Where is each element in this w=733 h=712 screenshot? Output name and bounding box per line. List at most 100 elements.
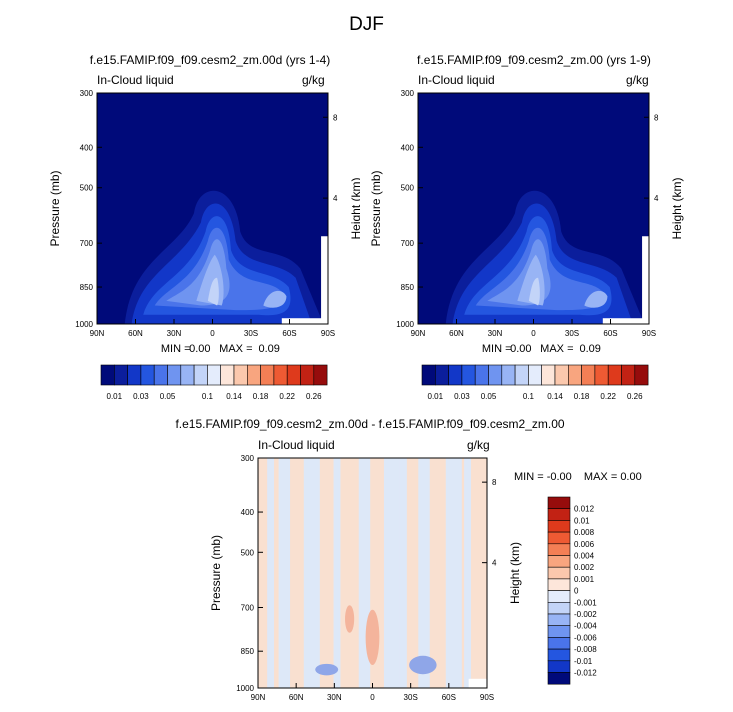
- contour-field: [418, 93, 649, 324]
- stripe-negative: [278, 458, 291, 688]
- colorbar-swatch: [547, 625, 571, 638]
- colorbar-label: 0.001: [574, 575, 595, 584]
- plot-area: 300 400 500 700 850 1000 8 4 90N 60N 30N 0 30S 60S 90S…: [369, 89, 684, 355]
- colorbar-swatch: [528, 364, 543, 386]
- colorbar-top-left: 0.01 0.03 0.05 0.1 0.14 0.18 0.22 0.26: [100, 364, 328, 401]
- colorbar-swatch: [260, 364, 275, 386]
- colorbar-label: 0.14: [547, 392, 563, 401]
- panel-3-max-value: 0.00: [620, 471, 642, 483]
- plot-area: 300 400 500 700 850 1000 8 4 90N 60N 30N 0 30S 60S 90S…: [48, 89, 360, 355]
- colorbar-swatch: [488, 364, 503, 386]
- ytick-label: 300: [401, 89, 415, 98]
- stats-max-label: MAX =: [219, 343, 252, 355]
- colorbar-swatch: [193, 364, 208, 386]
- xtick-label: 30N: [488, 329, 503, 338]
- colorbar-label: 0: [574, 587, 579, 596]
- xtick-label: 30S: [244, 329, 258, 338]
- colorbar-swatch: [180, 364, 195, 386]
- anomaly-positive: [345, 605, 355, 633]
- colorbar-swatch: [547, 520, 571, 533]
- y2label: Height (km): [508, 542, 522, 604]
- missing-region: [602, 318, 649, 324]
- ytick-label: 400: [80, 143, 94, 152]
- colorbar-label: 0.03: [454, 392, 470, 401]
- stats-max-value: 0.09: [580, 343, 601, 355]
- colorbar-label: 0.18: [574, 392, 590, 401]
- ytick-label: 700: [80, 239, 94, 248]
- colorbar-swatch: [547, 566, 571, 580]
- panel-3-min-label: MIN =: [514, 471, 544, 483]
- ytick-label: 850: [241, 647, 255, 656]
- stripe-negative: [445, 458, 462, 688]
- y2tick-label: 8: [333, 113, 338, 122]
- colorbar-swatch: [273, 364, 288, 386]
- colorbar-swatch: [286, 364, 301, 386]
- colorbar-label: 0.002: [574, 563, 595, 572]
- colorbar-swatch: [100, 364, 115, 386]
- colorbar-swatch: [220, 364, 235, 386]
- xtick-label: 90S: [321, 329, 335, 338]
- contour-field: [258, 458, 487, 688]
- missing-region: [642, 236, 649, 324]
- colorbar-swatch: [554, 364, 569, 386]
- colorbar-swatch: [547, 660, 571, 673]
- colorbar-label: 0.006: [574, 540, 595, 549]
- contour-level-6: [528, 277, 540, 306]
- y2tick-label: 8: [492, 478, 497, 487]
- colorbar-swatch: [621, 364, 636, 386]
- colorbar-swatch: [547, 602, 571, 615]
- contour-level-7: [263, 290, 287, 308]
- xtick-label: 90S: [480, 693, 494, 702]
- stats-min-label: MIN =: [161, 343, 191, 355]
- stats-max-value: 0.09: [259, 343, 280, 355]
- colorbar-swatch: [547, 637, 571, 650]
- colorbar-swatch: [547, 648, 571, 662]
- panel-1-variable-label: In-Cloud liquid: [97, 73, 174, 87]
- colorbar-label: 0.01: [574, 516, 590, 525]
- stripe-negative: [464, 458, 471, 688]
- colorbar-label: 0.22: [279, 392, 295, 401]
- ytick-label: 850: [401, 283, 415, 292]
- stripe-negative: [383, 458, 400, 688]
- panel-1-title: f.e15.FAMIP.f09_f09.cesm2_zm.00d (yrs 1-…: [89, 53, 331, 67]
- xtick-label: 60S: [603, 329, 617, 338]
- plot-area: 300 400 500 700 850 1000 8 4 90N 60N 30N 0 30S 60S 90S…: [209, 454, 522, 702]
- colorbar-label: 0.1: [523, 392, 535, 401]
- colorbar-label: 0.004: [574, 552, 595, 561]
- stats-min-value: 0.00: [189, 343, 210, 355]
- colorbar-swatch: [607, 364, 622, 386]
- panel-3-variable-label: In-Cloud liquid: [258, 438, 335, 452]
- colorbar-label: -0.001: [574, 598, 597, 607]
- ylabel: Pressure (mb): [369, 170, 383, 246]
- stripe-negative: [418, 458, 430, 688]
- colorbar-swatch: [300, 364, 315, 386]
- xtick-label: 60S: [282, 329, 296, 338]
- colorbar-swatch: [514, 364, 529, 386]
- ytick-label: 300: [80, 89, 94, 98]
- colorbar-label: 0.05: [481, 392, 497, 401]
- anomaly-positive: [365, 609, 380, 665]
- colorbar-swatch: [113, 364, 128, 386]
- stats-min-value: 0.00: [510, 343, 531, 355]
- colorbar-swatch: [634, 364, 649, 386]
- contour-field: [97, 93, 328, 324]
- ylabel: Pressure (mb): [209, 535, 223, 611]
- panel-3-title: f.e15.FAMIP.f09_f09.cesm2_zm.00d - f.e15…: [175, 417, 565, 431]
- colorbar-swatch: [140, 364, 155, 386]
- colorbar-swatch: [547, 496, 571, 509]
- ytick-label: 500: [241, 548, 255, 557]
- y2label: Height (km): [349, 177, 360, 239]
- stripe-negative: [333, 458, 341, 688]
- ytick-label: 1000: [396, 320, 414, 329]
- colorbar-label: 0.03: [133, 392, 149, 401]
- xtick-label: 30S: [565, 329, 579, 338]
- missing-region: [468, 678, 487, 688]
- xtick-label: 30N: [167, 329, 182, 338]
- stripe-negative: [358, 458, 371, 688]
- xtick-label: 90N: [90, 329, 105, 338]
- y2tick-label: 4: [492, 559, 497, 568]
- panel-2-title: f.e15.FAMIP.f09_f09.cesm2_zm.00 (yrs 1-9…: [417, 53, 651, 67]
- colorbar-swatch: [421, 364, 436, 386]
- stripe-negative: [267, 458, 275, 688]
- contour-level-6: [207, 277, 219, 306]
